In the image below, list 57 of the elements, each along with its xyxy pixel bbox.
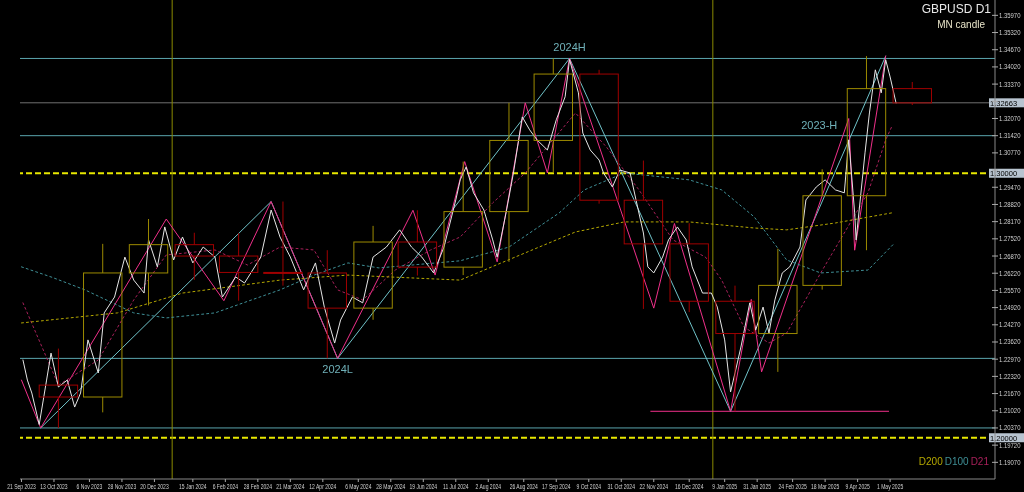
x-tick-label: 6 May 2024 <box>345 482 372 491</box>
candlestick <box>307 249 347 359</box>
text: MN candle <box>937 19 985 30</box>
annotation: 2023-H <box>801 118 838 131</box>
candlestick <box>489 102 529 263</box>
candlestick <box>758 248 798 373</box>
x-tick-label: 31 Jan 2025 <box>743 482 772 491</box>
x-tick-label: 26 Aug 2024 <box>509 482 539 491</box>
line-series <box>22 112 893 386</box>
text: D21 <box>970 456 989 467</box>
annotation: 2024L <box>322 363 353 376</box>
x-tick-label: 19 Jun 2024 <box>409 482 438 491</box>
x-tick-label: 16 Dec 2024 <box>674 482 704 491</box>
candlestick <box>715 285 755 412</box>
line-series <box>20 172 896 319</box>
candlestick <box>397 209 438 277</box>
candlestick <box>83 243 123 413</box>
x-tick-label: 24 Feb 2025 <box>778 482 808 491</box>
x-tick-label: 21 Mar 2024 <box>276 482 305 491</box>
x-tick-label: 9 Apr 2025 <box>845 482 871 491</box>
text: D100 <box>944 456 969 467</box>
x-tick-label: 15 Jan 2024 <box>179 482 208 491</box>
candlestick <box>218 232 259 302</box>
candlestick <box>846 55 887 251</box>
annotation: 2024H <box>553 41 586 54</box>
line-series <box>20 212 893 324</box>
x-tick-label: 6 Feb 2024 <box>212 482 239 491</box>
chart-title: GBPUSD D1 <box>921 2 991 16</box>
x-tick-label: 9 Jan 2025 <box>712 482 738 491</box>
x-tick-label: 17 Sep 2024 <box>542 482 571 491</box>
x-tick-label: 28 May 2024 <box>376 482 406 491</box>
candlestick <box>353 225 393 321</box>
x-tick-label: 6 Nov 2023 <box>76 482 103 491</box>
candlestick <box>802 168 842 291</box>
x-tick-label: 12 Apr 2024 <box>309 482 337 491</box>
x-tick-label: 9 Oct 2024 <box>576 482 602 491</box>
candlestick <box>623 160 664 310</box>
x-tick-label: 28 Feb 2024 <box>243 482 273 491</box>
x-tick-label: 31 Oct 2024 <box>607 482 636 491</box>
candlestick <box>669 222 709 313</box>
candlestick <box>128 218 169 306</box>
candlestick <box>533 57 573 174</box>
x-tick-label: 28 Nov 2023 <box>107 482 137 491</box>
candlestick <box>443 161 483 276</box>
candlestick <box>579 69 619 205</box>
text: D200 <box>918 456 943 467</box>
x-tick-label: 21 Sep 2023 <box>7 482 37 491</box>
x-tick-label: 2 Aug 2024 <box>475 482 502 491</box>
x-tick-label: 18 Mar 2025 <box>811 482 840 491</box>
candlestick <box>263 201 303 287</box>
candlestick <box>38 348 79 429</box>
x-tick-label: 11 Jul 2024 <box>442 482 470 491</box>
x-tick-label: 22 Nov 2024 <box>639 482 669 491</box>
x-tick-label: 20 Dec 2023 <box>140 482 170 491</box>
candlestick <box>174 232 215 281</box>
x-tick-label: 1 May 2025 <box>876 482 904 491</box>
x-tick-label: 13 Oct 2023 <box>40 482 69 491</box>
